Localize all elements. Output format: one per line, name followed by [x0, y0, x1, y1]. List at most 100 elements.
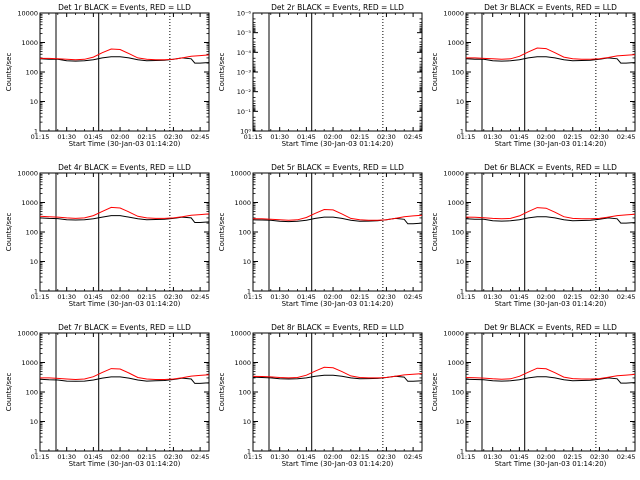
plot-frame: [252, 172, 423, 292]
series-events-line: [252, 374, 423, 382]
series-lld-line: [465, 367, 636, 380]
x-tick-label: 01:30: [483, 453, 502, 461]
y-tick-label: 10⁻¹: [237, 108, 252, 116]
x-tick-label: 01:15: [244, 453, 263, 461]
panel-title: Det 3r BLACK = Events, RED = LLD: [484, 3, 617, 12]
x-tick-label: 02:45: [617, 453, 636, 461]
x-axis-label: Start Time (30-Jan-03 01:14:20): [495, 140, 607, 148]
x-tick-label: 01:15: [244, 293, 263, 301]
x-tick-label: 02:15: [350, 293, 369, 301]
y-tick-label: 10: [30, 98, 38, 106]
x-tick-label: 02:30: [590, 133, 609, 141]
y-tick-label: 1000: [21, 359, 38, 367]
series-events-line: [465, 376, 636, 384]
x-tick-label: 01:30: [270, 453, 289, 461]
x-tick-label: 01:45: [84, 453, 103, 461]
x-tick-label: 02:15: [350, 453, 369, 461]
panel-title: Det 2r BLACK = Events, RED = LLD: [271, 3, 404, 12]
series-events-line: [39, 376, 210, 384]
y-tick-label: 1: [247, 288, 251, 296]
x-axis-label: Start Time (30-Jan-03 01:14:20): [282, 140, 394, 148]
x-tick-label: 02:30: [377, 133, 396, 141]
y-tick-label: 10⁻³: [237, 69, 252, 77]
series-lld-line: [253, 208, 423, 221]
panel-title: Det 1r BLACK = Events, RED = LLD: [58, 3, 191, 12]
x-tick-label: 02:30: [164, 133, 183, 141]
series-events-line: [465, 216, 636, 224]
x-tick-label: 02:15: [350, 133, 369, 141]
x-tick-label: 01:30: [57, 453, 76, 461]
x-tick-label: 02:00: [537, 453, 556, 461]
y-tick-label: 10000: [443, 330, 464, 338]
x-tick-label: 02:30: [377, 453, 396, 461]
y-tick-label: 10: [30, 418, 38, 426]
y-tick-label: 1000: [447, 359, 464, 367]
x-tick-label: 02:30: [377, 293, 396, 301]
y-tick-label: 100: [452, 389, 464, 397]
x-tick-label: 02:45: [617, 293, 636, 301]
series-events-line: [39, 215, 210, 223]
y-tick-label: 1000: [234, 359, 251, 367]
series-lld-line: [40, 368, 210, 381]
x-tick-label: 01:30: [57, 133, 76, 141]
y-tick-label: 1000: [21, 39, 38, 47]
x-tick-label: 02:15: [137, 453, 156, 461]
y-tick-label: 10: [243, 418, 251, 426]
series-lld-line: [40, 48, 210, 61]
x-tick-label: 02:00: [324, 133, 343, 141]
y-tick-label: 10: [243, 258, 251, 266]
panel-det-2: Det 2r BLACK = Events, RED = LLD 10⁻⁶ 10⁻⁵…: [218, 3, 423, 148]
y-tick-label: 10⁻⁴: [237, 49, 252, 57]
y-axis-label: Counts/sec: [5, 53, 13, 92]
series-events-line: [252, 216, 423, 225]
panel-det-5: Det 5r BLACK = Events, RED = LLD 1 10 100 10…: [218, 163, 423, 308]
x-axis-label: Start Time (30-Jan-03 01:14:20): [69, 460, 181, 468]
panel-det-7: Det 7r BLACK = Events, RED = LLD 1 10 100 10…: [5, 323, 210, 468]
y-tick-label: 1: [247, 448, 251, 456]
x-tick-label: 02:30: [590, 293, 609, 301]
x-axis-label: Start Time (30-Jan-03 01:14:20): [495, 300, 607, 308]
y-tick-label: 10000: [17, 10, 38, 18]
x-tick-label: 02:00: [111, 293, 130, 301]
y-tick-label: 1: [460, 288, 464, 296]
x-tick-label: 01:30: [483, 133, 502, 141]
y-axis-label: Counts/sec: [218, 373, 226, 412]
panel-title: Det 5r BLACK = Events, RED = LLD: [271, 163, 404, 172]
y-tick-label: 100: [26, 69, 38, 77]
y-tick-label: 10: [456, 258, 464, 266]
x-tick-label: 02:15: [137, 293, 156, 301]
y-tick-label: 10: [456, 98, 464, 106]
y-tick-label: 10000: [17, 170, 38, 178]
y-axis-label: Counts/sec: [218, 213, 226, 252]
panel-det-3: Det 3r BLACK = Events, RED = LLD 1 10 100 10…: [431, 3, 636, 148]
x-tick-label: 01:15: [457, 293, 476, 301]
x-tick-label: 02:45: [404, 293, 423, 301]
x-tick-label: 02:00: [537, 293, 556, 301]
plot-frame: [465, 12, 636, 132]
y-tick-label: 1000: [447, 199, 464, 207]
y-tick-label: 10⁻²: [237, 88, 252, 96]
y-axis-label: Counts/sec: [5, 373, 13, 412]
series-events-line: [39, 56, 210, 64]
panel-title: Det 8r BLACK = Events, RED = LLD: [271, 323, 404, 332]
x-tick-label: 02:45: [404, 133, 423, 141]
x-tick-label: 02:00: [324, 453, 343, 461]
x-tick-label: 02:15: [137, 133, 156, 141]
x-tick-label: 02:15: [563, 453, 582, 461]
y-tick-label: 10⁻⁶: [237, 10, 252, 18]
x-tick-label: 02:00: [324, 293, 343, 301]
x-tick-label: 02:45: [191, 293, 210, 301]
y-axis-label: Counts/sec: [218, 53, 226, 92]
panel-title: Det 7r BLACK = Events, RED = LLD: [58, 323, 191, 332]
y-tick-label: 1000: [234, 199, 251, 207]
x-tick-label: 01:15: [31, 453, 50, 461]
y-tick-label: 10000: [443, 170, 464, 178]
y-tick-label: 10000: [230, 330, 251, 338]
y-tick-label: 1: [34, 128, 38, 136]
x-axis-label: Start Time (30-Jan-03 01:14:20): [69, 140, 181, 148]
x-tick-label: 01:30: [483, 293, 502, 301]
y-tick-label: 100: [26, 389, 38, 397]
y-tick-label: 1: [460, 448, 464, 456]
x-tick-label: 02:00: [537, 133, 556, 141]
